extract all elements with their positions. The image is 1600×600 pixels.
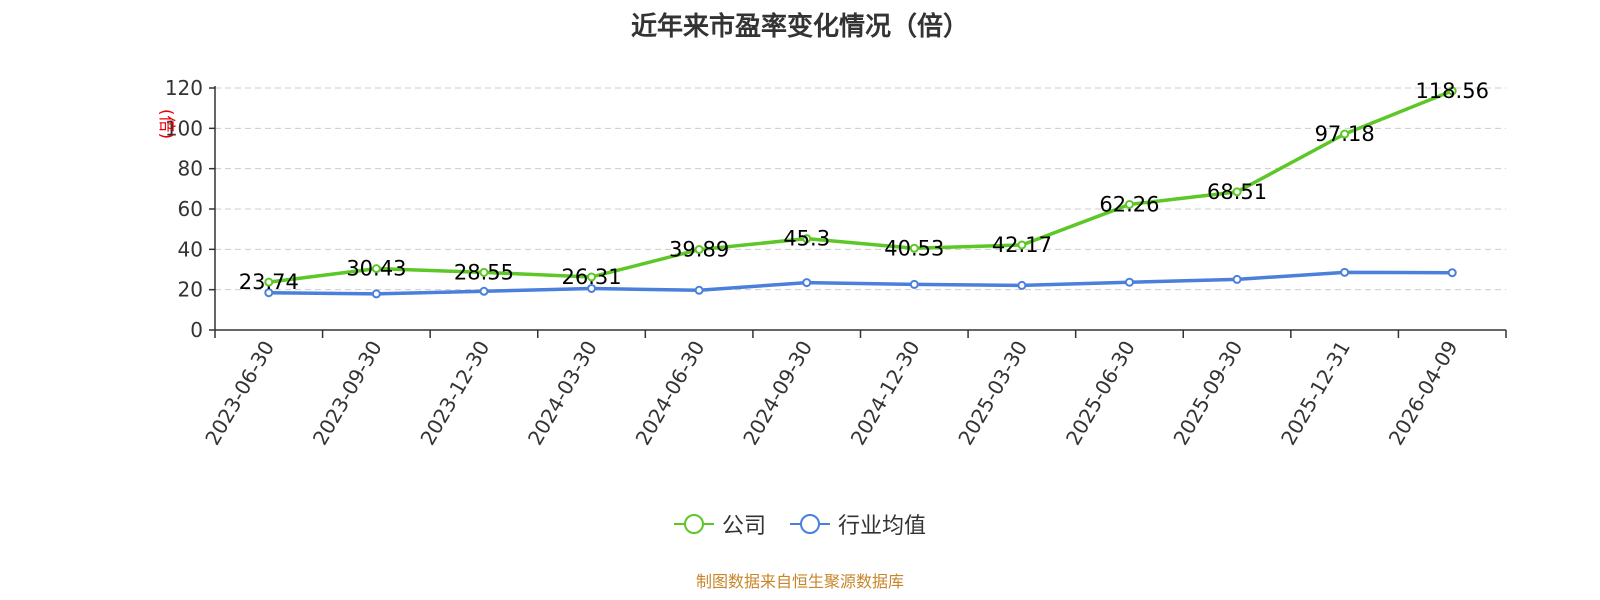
data-point <box>909 243 919 253</box>
legend-label-company: 公司 <box>721 514 766 539</box>
data-label: 26.31 <box>561 265 621 289</box>
y-axis-unit-label: (倍) <box>156 109 176 139</box>
x-tick-label: 2024-06-30 <box>631 337 710 450</box>
data-point <box>479 286 489 296</box>
x-tick-label: 2023-12-30 <box>415 337 494 450</box>
data-point <box>1232 274 1242 284</box>
y-tick-label: 100 <box>165 116 203 140</box>
data-point <box>264 288 274 298</box>
data-point <box>802 234 812 244</box>
data-point <box>1340 129 1350 139</box>
x-tick-label: 2025-03-30 <box>953 337 1032 450</box>
data-point <box>694 285 704 295</box>
data-label: 40.53 <box>884 236 944 260</box>
data-point <box>371 289 381 299</box>
y-tick-label: 80 <box>178 157 203 181</box>
data-label: 28.55 <box>454 260 514 284</box>
data-label: 45.3 <box>783 227 830 251</box>
series-lines <box>264 86 1457 299</box>
data-label: 39.89 <box>669 238 729 262</box>
data-point <box>587 283 597 293</box>
x-tick-label: 2025-06-30 <box>1061 337 1140 450</box>
data-point <box>587 272 597 282</box>
data-label: 118.56 <box>1415 79 1488 103</box>
y-tick-label: 0 <box>190 318 203 342</box>
data-point <box>694 245 704 255</box>
legend-item-industry-average[interactable]: 行业均值 <box>790 508 926 540</box>
legend: 公司 行业均值 <box>0 508 1600 540</box>
data-label: 62.26 <box>1099 192 1159 216</box>
series-line-company <box>268 89 1453 284</box>
x-tick-label: 2023-06-30 <box>200 337 279 450</box>
data-point <box>909 279 919 289</box>
data-point <box>479 267 489 277</box>
y-tick-label: 40 <box>178 237 203 261</box>
data-point <box>1124 277 1134 287</box>
x-tick-label: 2024-09-30 <box>738 337 817 450</box>
data-point <box>1017 240 1027 250</box>
x-tick-label: 2025-09-30 <box>1168 337 1247 450</box>
data-point <box>1017 280 1027 290</box>
data-point <box>1124 199 1134 209</box>
data-point <box>371 264 381 274</box>
legend-label-industry-average: 行业均值 <box>838 514 927 539</box>
series-line-industry-average <box>268 270 1453 296</box>
x-tick-label: 2024-03-30 <box>523 337 602 450</box>
legend-item-company[interactable]: 公司 <box>673 508 766 540</box>
x-tick-label: 2023-09-30 <box>308 337 387 450</box>
data-label: 68.51 <box>1207 180 1267 204</box>
data-labels: 23.74 30.43 28.55 26.31 39.89 45.3 40.53 42.17 6… <box>239 79 1489 294</box>
legend-marker-industry-average <box>790 514 830 534</box>
x-tick-label: 2026-04-09 <box>1384 337 1463 450</box>
data-point <box>1232 187 1242 197</box>
data-label: 30.43 <box>346 257 406 281</box>
data-point <box>264 277 274 287</box>
data-label: 23.74 <box>239 270 299 294</box>
data-point <box>1447 86 1457 96</box>
x-tick-label: 2025-12-31 <box>1276 337 1355 450</box>
data-point <box>802 278 812 288</box>
chart-title: 近年来市盈率变化情况（倍） <box>630 12 969 42</box>
x-tick-label: 2024-12-30 <box>846 337 925 450</box>
data-point <box>1340 267 1350 277</box>
data-point <box>1447 268 1457 278</box>
y-tick-label: 60 <box>178 197 203 221</box>
source-note: 制图数据来自恒生聚源数据库 <box>695 572 904 591</box>
legend-marker-company <box>673 514 714 534</box>
grid-lines <box>215 87 1506 291</box>
y-tick-label: 120 <box>165 76 203 100</box>
data-label: 97.18 <box>1315 122 1375 146</box>
y-tick-label: 20 <box>178 278 203 302</box>
data-label: 42.17 <box>992 233 1052 257</box>
